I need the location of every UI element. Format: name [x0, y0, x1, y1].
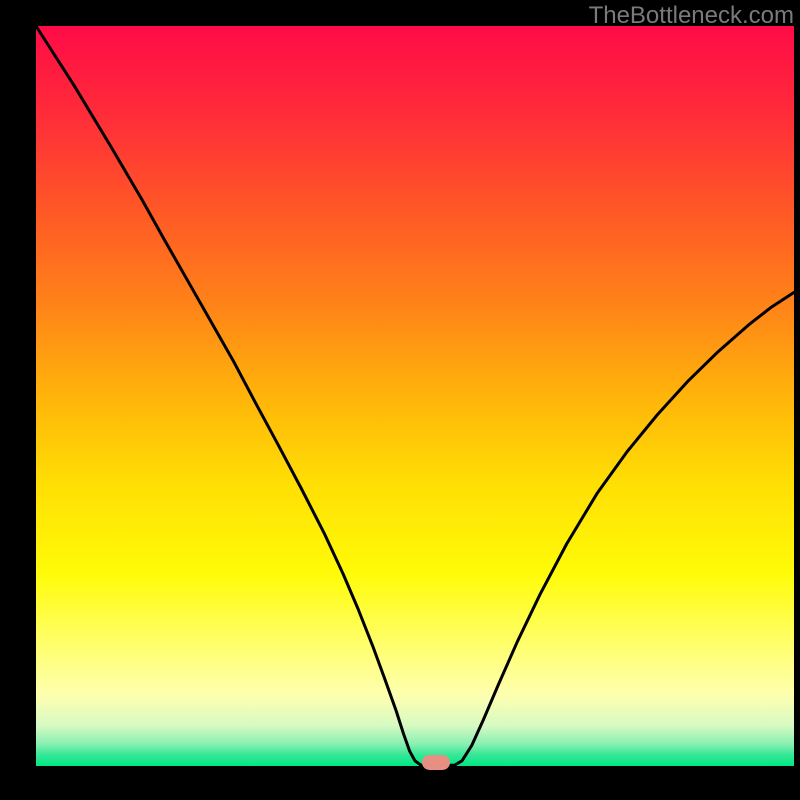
curve-layer	[0, 0, 800, 800]
bottleneck-curve	[36, 26, 794, 765]
bottleneck-chart: TheBottleneck.com	[0, 0, 800, 800]
optimum-marker	[422, 755, 450, 770]
